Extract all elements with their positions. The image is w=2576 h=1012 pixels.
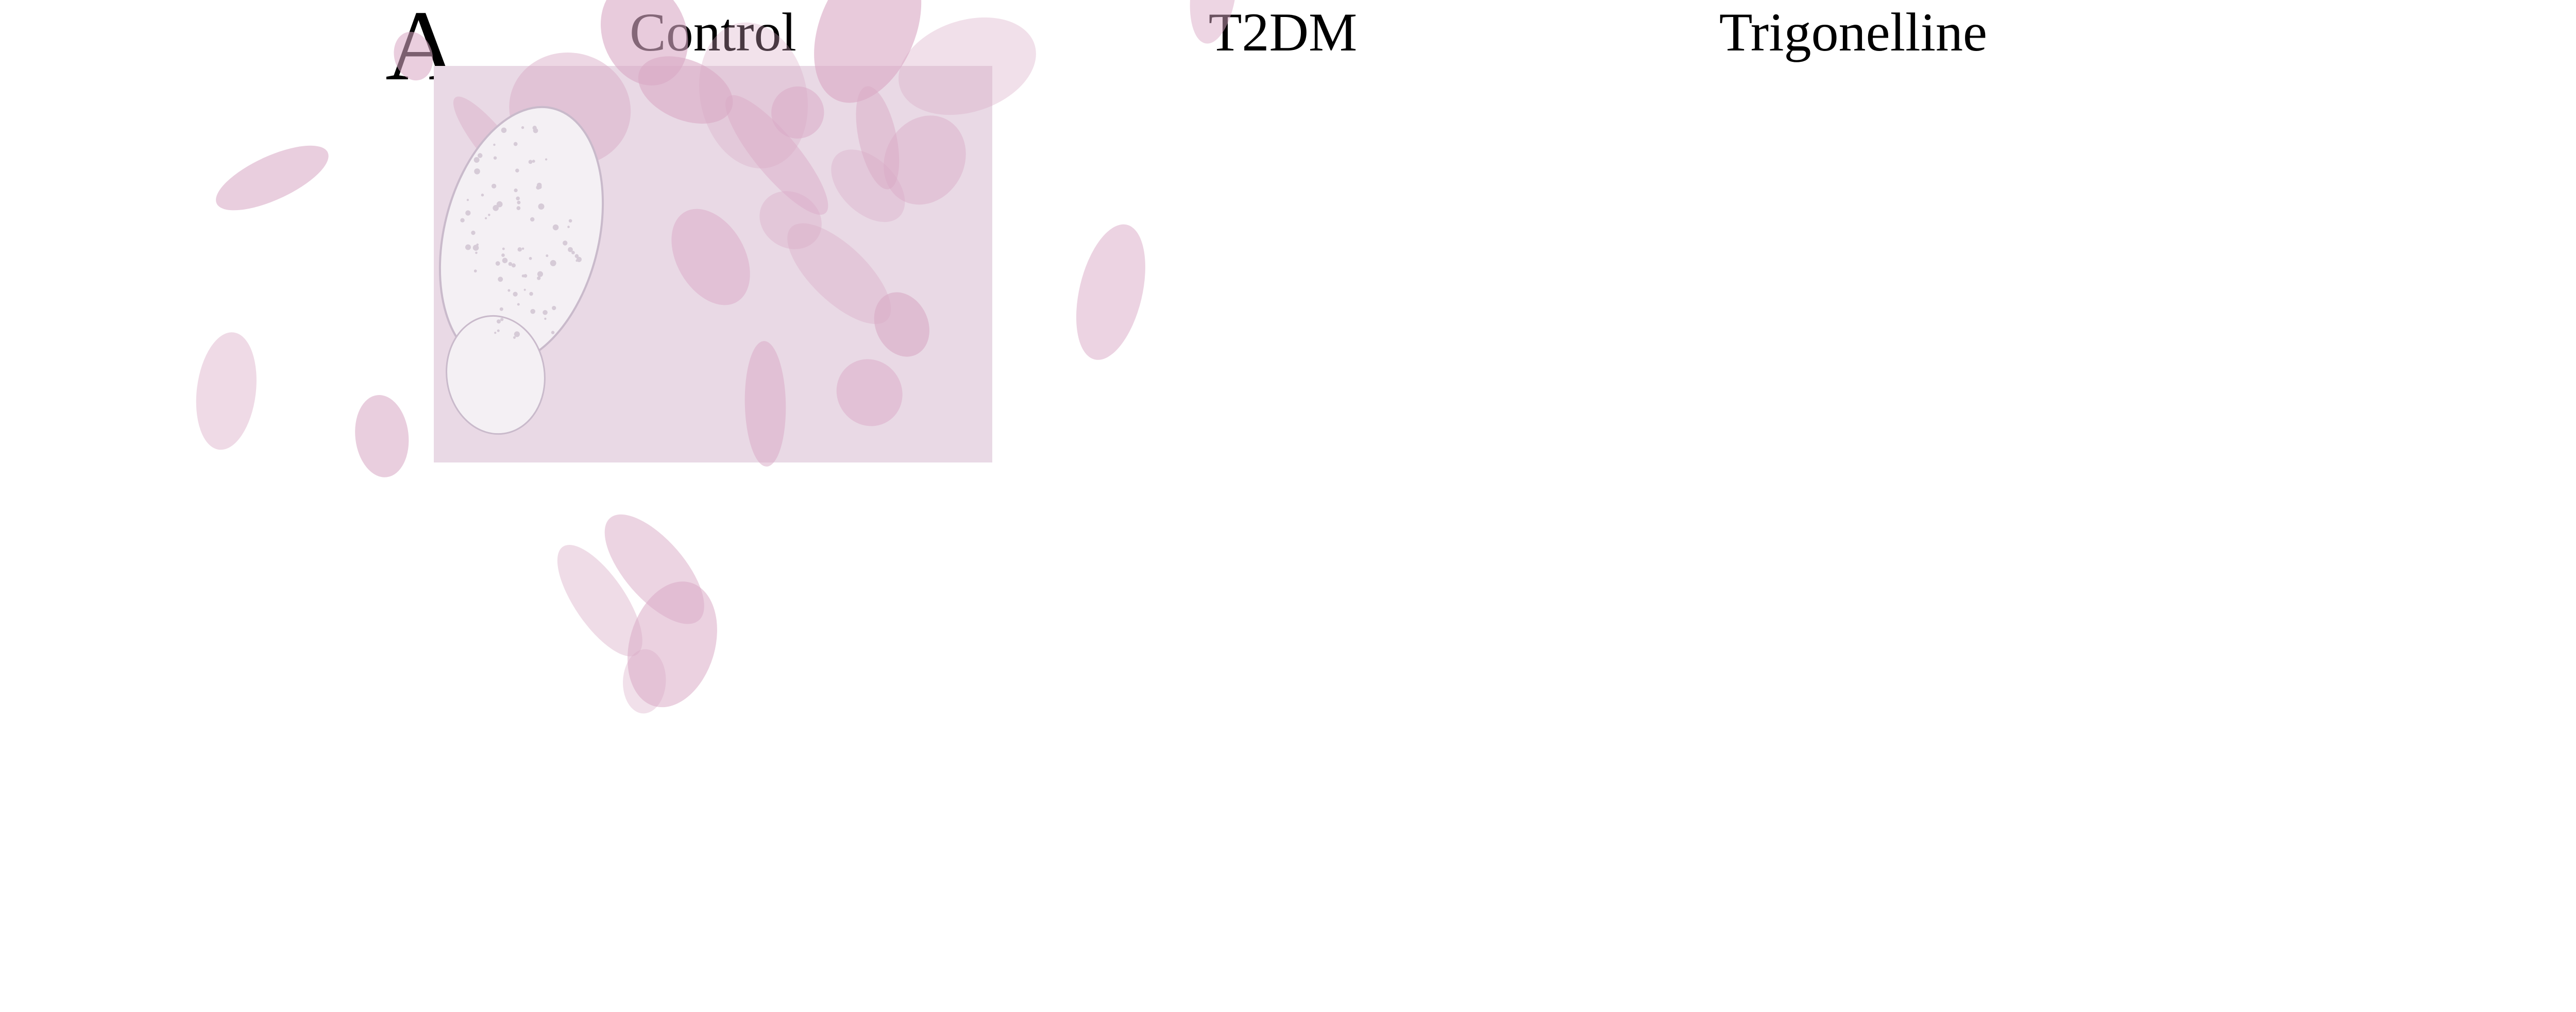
histology-title-trigonelline: Trigonelline — [1719, 2, 1988, 62]
chart-panel-b-bun — [10, 497, 953, 1012]
histology-image-trigonelline — [1574, 66, 2132, 462]
chart-panel-c-serum-creatitine — [951, 497, 1901, 1012]
histology-image-control — [196, 0, 1237, 714]
histology-title-t2dm: T2DM — [1208, 2, 1358, 62]
histology-image-t2dm — [1004, 66, 1562, 462]
chart-panel-d-urinary-albumin — [1886, 497, 2576, 1012]
